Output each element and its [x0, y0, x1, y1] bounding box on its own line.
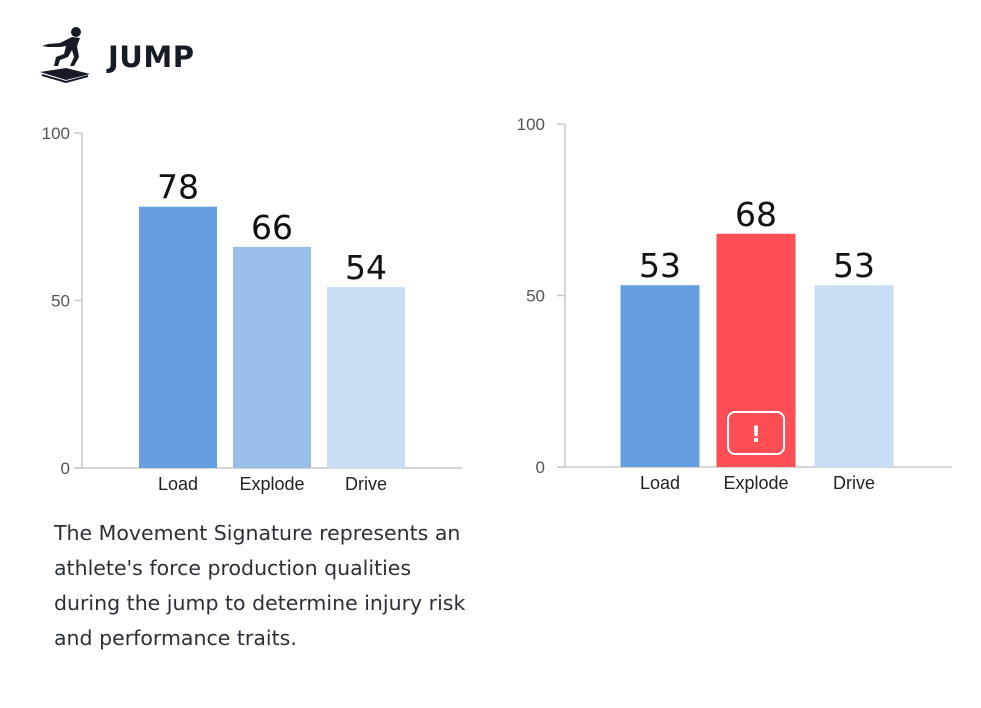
x-tick-label-explode: Explode: [239, 474, 304, 494]
data-label-load: 53: [639, 246, 681, 285]
y-tick-label: 50: [526, 287, 545, 306]
x-tick-label-explode: Explode: [723, 473, 788, 493]
alert-badge[interactable]: [727, 411, 785, 455]
data-label-load: 78: [157, 168, 199, 207]
movement-signature-chart-right: 0 50 100 53 Load 68 Explode! 53 Drive: [517, 115, 952, 493]
data-label-explode: 66: [251, 208, 293, 247]
bar-load: [139, 206, 217, 468]
y-tick-label: 100: [517, 115, 545, 134]
y-tick-label: 0: [536, 458, 545, 477]
bar-drive: [327, 287, 405, 468]
data-label-explode: 68: [735, 195, 777, 234]
data-label-drive: 54: [345, 248, 387, 287]
data-label-drive: 53: [833, 246, 875, 285]
x-tick-label-load: Load: [158, 474, 198, 494]
y-tick-label: 100: [42, 124, 70, 143]
header: JUMP: [36, 22, 194, 92]
jumping-athlete-icon: [40, 27, 90, 84]
page-title: JUMP: [108, 40, 195, 74]
bar-explode: [716, 233, 796, 467]
x-tick-label-drive: Drive: [345, 474, 387, 494]
description-text: The Movement Signature represents an ath…: [54, 521, 466, 650]
y-tick-label: 50: [51, 292, 70, 311]
x-tick-label-load: Load: [640, 473, 680, 493]
alert-icon: !: [751, 423, 761, 448]
y-tick-label: 0: [61, 459, 70, 478]
bar-load: [620, 285, 700, 467]
x-tick-label-drive: Drive: [833, 473, 875, 493]
movement-signature-chart-left: 0 50 100 78 Load 66 Explode 54 Drive: [42, 124, 462, 494]
bar-drive: [814, 285, 894, 467]
bar-explode: [233, 246, 311, 468]
